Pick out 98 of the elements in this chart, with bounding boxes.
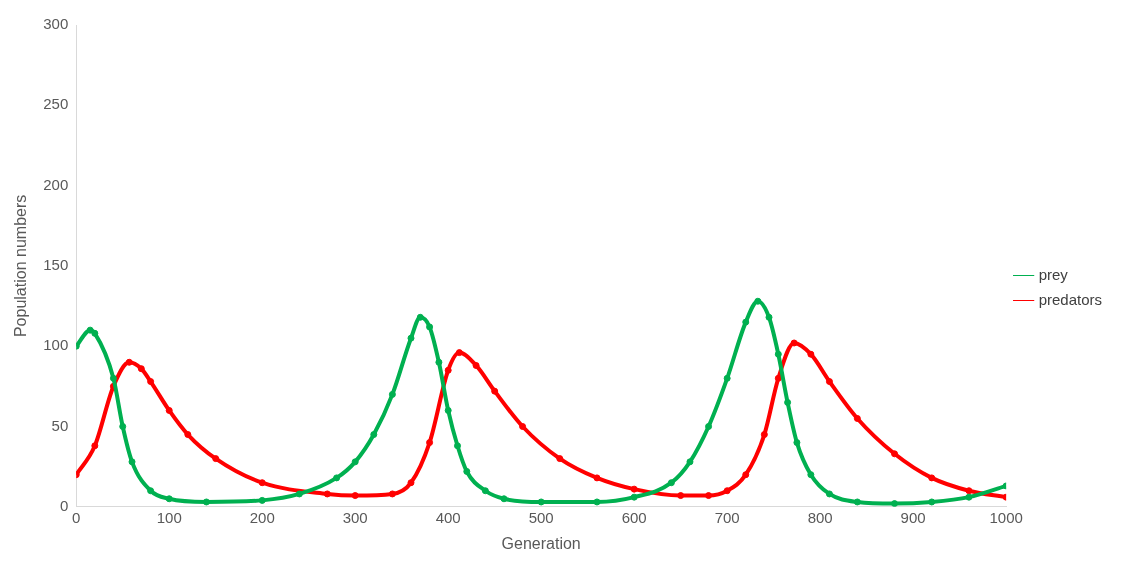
point	[388, 390, 396, 398]
point	[742, 471, 750, 479]
point	[723, 487, 731, 495]
point	[853, 498, 861, 506]
point	[481, 487, 489, 495]
point	[407, 479, 415, 487]
point	[333, 474, 341, 482]
point	[807, 471, 815, 479]
x-tick-label: 100	[156, 508, 182, 526]
point	[147, 487, 155, 495]
point	[147, 378, 155, 386]
point	[128, 458, 136, 466]
x-tick-label: 500	[528, 508, 554, 526]
point	[444, 366, 452, 374]
x-tick-label: 1000	[989, 508, 1023, 526]
point	[295, 490, 303, 498]
point	[853, 414, 861, 422]
x-tick-label: 400	[435, 508, 461, 526]
y-tick-label: 100	[43, 336, 69, 354]
point	[556, 455, 564, 463]
point	[774, 374, 782, 382]
point	[519, 423, 527, 430]
point	[965, 487, 973, 495]
y-tick-label: 300	[43, 15, 69, 33]
point	[416, 313, 424, 321]
x-tick-label: 600	[621, 508, 647, 526]
x-tick-label: 700	[714, 508, 740, 526]
point	[258, 496, 266, 504]
point	[705, 423, 713, 430]
point	[928, 474, 936, 482]
x-axis-title: Generation	[501, 534, 581, 552]
point	[444, 406, 452, 414]
point	[184, 431, 192, 439]
point	[825, 378, 833, 386]
point	[472, 361, 480, 369]
point	[351, 458, 359, 466]
point	[807, 350, 815, 358]
point	[491, 387, 499, 395]
x-tick-label: 300	[342, 508, 368, 526]
point	[370, 431, 378, 439]
point	[463, 467, 471, 475]
point	[742, 318, 750, 326]
point	[165, 495, 173, 503]
point	[323, 490, 331, 498]
point	[351, 492, 359, 500]
point	[593, 474, 601, 482]
y-tick-label: 200	[43, 175, 69, 193]
y-tick-label: 50	[51, 416, 69, 434]
point	[426, 323, 434, 331]
point	[453, 442, 461, 450]
x-tick-label: 0	[72, 508, 81, 526]
point	[91, 442, 99, 450]
point	[593, 498, 601, 506]
point	[137, 365, 145, 373]
point	[790, 339, 798, 347]
point	[686, 458, 694, 466]
point	[754, 297, 762, 305]
y-axis-title: Population numbers	[12, 194, 30, 338]
point	[965, 493, 973, 501]
legend-label: prey	[1038, 265, 1069, 283]
point	[202, 498, 210, 506]
x-tick-label: 200	[249, 508, 275, 526]
point	[705, 492, 713, 500]
point	[677, 492, 685, 500]
point	[928, 498, 936, 506]
point	[258, 479, 266, 487]
point	[784, 398, 792, 406]
point	[86, 326, 94, 334]
point	[388, 490, 396, 498]
point	[119, 423, 127, 430]
point	[630, 485, 638, 493]
y-tick-label: 250	[43, 95, 69, 113]
point	[765, 313, 773, 321]
point	[537, 498, 545, 506]
point	[760, 431, 768, 439]
x-tick-label: 900	[900, 508, 926, 526]
point	[455, 349, 463, 357]
point	[793, 439, 801, 447]
point	[891, 450, 899, 458]
point	[435, 358, 443, 366]
point	[165, 406, 173, 414]
point	[891, 500, 899, 507]
point	[426, 439, 434, 447]
point	[212, 455, 220, 463]
legend-label: predators	[1038, 290, 1103, 308]
point	[407, 334, 415, 342]
point	[825, 490, 833, 498]
point	[723, 374, 731, 382]
point	[109, 374, 117, 382]
x-tick-label: 800	[807, 508, 833, 526]
y-tick-label: 0	[59, 496, 69, 514]
y-tick-label: 150	[43, 256, 69, 274]
point	[667, 479, 675, 487]
point	[125, 358, 133, 366]
point	[91, 329, 99, 337]
point	[500, 495, 508, 503]
point	[630, 493, 638, 501]
point	[774, 350, 782, 358]
